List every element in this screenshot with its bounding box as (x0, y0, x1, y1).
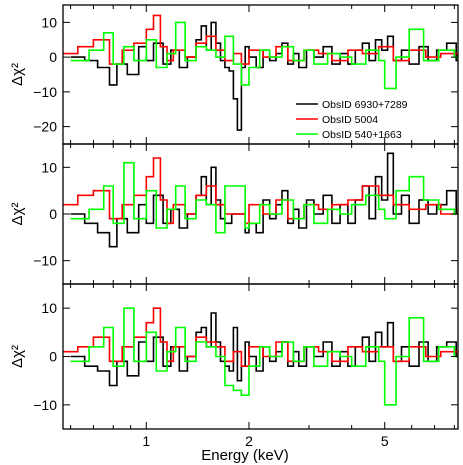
y-tick-label: 10 (41, 14, 57, 30)
panel-3-series (63, 307, 458, 406)
legend-label-1: ObsID 6930+7289 (322, 99, 408, 111)
series-line-obsid-540-1663 (70, 21, 458, 90)
x-tick-label: 5 (381, 433, 389, 449)
y-tick-label: −10 (33, 84, 57, 100)
x-tick-label: 2 (245, 433, 253, 449)
panels-layer: −20 −10 0 10 −10 0 10 −10 0 10 1 2 5 (33, 4, 459, 449)
y-tick-label: −10 (33, 253, 57, 269)
y-tick-label: 0 (49, 349, 57, 365)
y-tick-label: 0 (49, 49, 57, 65)
panel-2: −10 0 10 (33, 143, 459, 285)
y-axis-title-panel-2: Δχ² (9, 203, 26, 226)
series-line-obsid-6930-7289 (70, 21, 458, 131)
y-tick-label: 0 (49, 206, 57, 222)
panel-3: −10 0 10 (33, 283, 459, 430)
series-line-obsid-540-1663 (70, 307, 458, 406)
legend-label-3: ObsID 540+1663 (322, 129, 402, 141)
legend-entry-2: ObsID 5004 (296, 114, 378, 126)
y-tick-label: 10 (41, 300, 57, 316)
legend-label-2: ObsID 5004 (322, 114, 378, 126)
y-axis-title-panel-1: Δχ² (9, 63, 26, 86)
panel-1: −20 −10 0 10 (33, 4, 459, 145)
legend-entry-3: ObsID 540+1663 (296, 129, 402, 141)
panel-1-frame (62, 4, 459, 145)
y-axis-title-panel-3: Δχ² (9, 345, 26, 368)
panel-1-series (63, 14, 458, 131)
x-axis-title: Energy (keV) (201, 447, 289, 464)
y-tick-label: 10 (41, 159, 57, 175)
chart-legend: ObsID 6930+7289 ObsID 5004 ObsID 540+166… (296, 99, 408, 141)
panel-2-series (63, 152, 458, 248)
series-line-obsid-6930-7289 (70, 152, 458, 248)
legend-entry-1: ObsID 6930+7289 (296, 99, 408, 111)
x-tick-label: 1 (142, 433, 150, 449)
series-line-obsid-540-1663 (70, 161, 458, 234)
y-tick-label: −10 (33, 397, 57, 413)
y-tick-label: −20 (33, 119, 57, 135)
y-axis-titles: Δχ² Δχ² Δχ² (9, 63, 26, 368)
series-line-obsid-6930-7289 (70, 312, 458, 387)
